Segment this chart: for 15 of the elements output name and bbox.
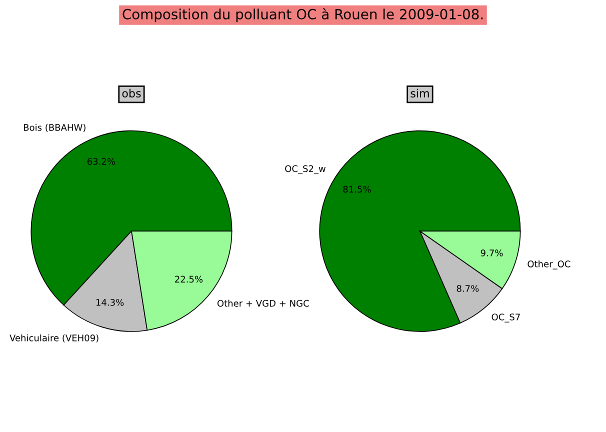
chart-title: sim — [410, 88, 429, 98]
slice-label: Other_OC — [528, 260, 570, 270]
data-label: 63.2% — [87, 158, 116, 165]
slice-label: Bois (BBAHW) — [24, 124, 86, 132]
data-label: 22.5% — [175, 276, 203, 283]
data-label: 14.3% — [96, 298, 124, 306]
slice-label: Vehiculaire (VEH09) — [10, 334, 98, 342]
data-label: 81.5% — [343, 186, 371, 193]
slice-label: OC_S2_w — [285, 165, 326, 174]
data-label: 9.7% — [480, 250, 503, 256]
data-label: 8.7% — [456, 285, 479, 292]
slice-label: OC_S7 — [492, 314, 520, 322]
slice-label: Other + VGD + NGC — [217, 300, 309, 307]
text: Composition du polluant OC à Rouen le 2009-01-08. — [122, 8, 483, 22]
chart-title: obs — [122, 88, 141, 98]
